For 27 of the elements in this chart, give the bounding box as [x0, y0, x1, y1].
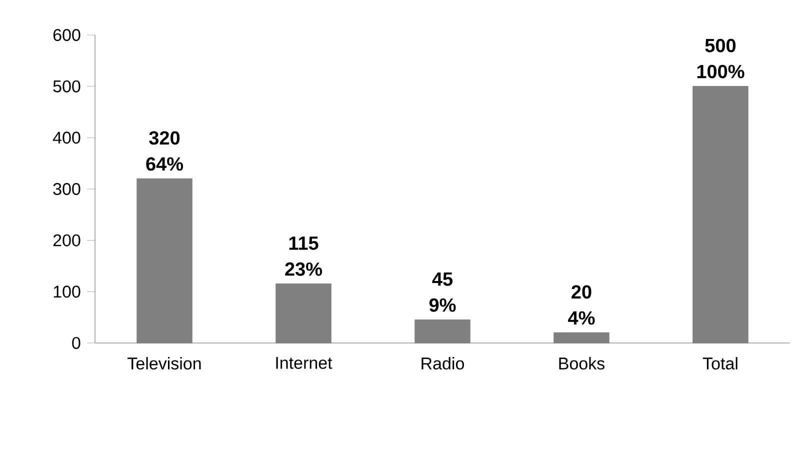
bar [692, 86, 748, 344]
data-label: 320 [149, 131, 180, 145]
data-label: 20 [572, 285, 592, 299]
data-label: 500 [705, 38, 736, 52]
y-tick-label: 200 [53, 234, 80, 246]
data-label: 45 [432, 272, 453, 286]
y-tick-label: 300 [53, 182, 80, 196]
y-tick-label: 100 [54, 286, 80, 298]
y-tick-label: 400 [52, 132, 80, 144]
bar [414, 319, 470, 344]
x-tick-label: Radio [422, 357, 464, 370]
annotation: 64% [146, 157, 184, 171]
y-tick-label: 600 [53, 29, 80, 42]
bar [554, 332, 610, 344]
x-tick-label: Internet [276, 357, 332, 369]
bar [136, 178, 192, 344]
data-label: 115 [289, 236, 318, 250]
y-tick-label: 0 [72, 336, 80, 349]
annotation: 9% [429, 298, 456, 312]
x-tick-label: Total [702, 357, 738, 370]
x-tick-label: Books [559, 357, 604, 370]
bar [276, 284, 332, 344]
annotation: 4% [568, 311, 595, 325]
annotation: 100% [697, 64, 744, 78]
annotation: 23% [285, 262, 322, 276]
y-tick-label: 500 [53, 80, 80, 92]
x-tick-label: Television [128, 357, 201, 370]
